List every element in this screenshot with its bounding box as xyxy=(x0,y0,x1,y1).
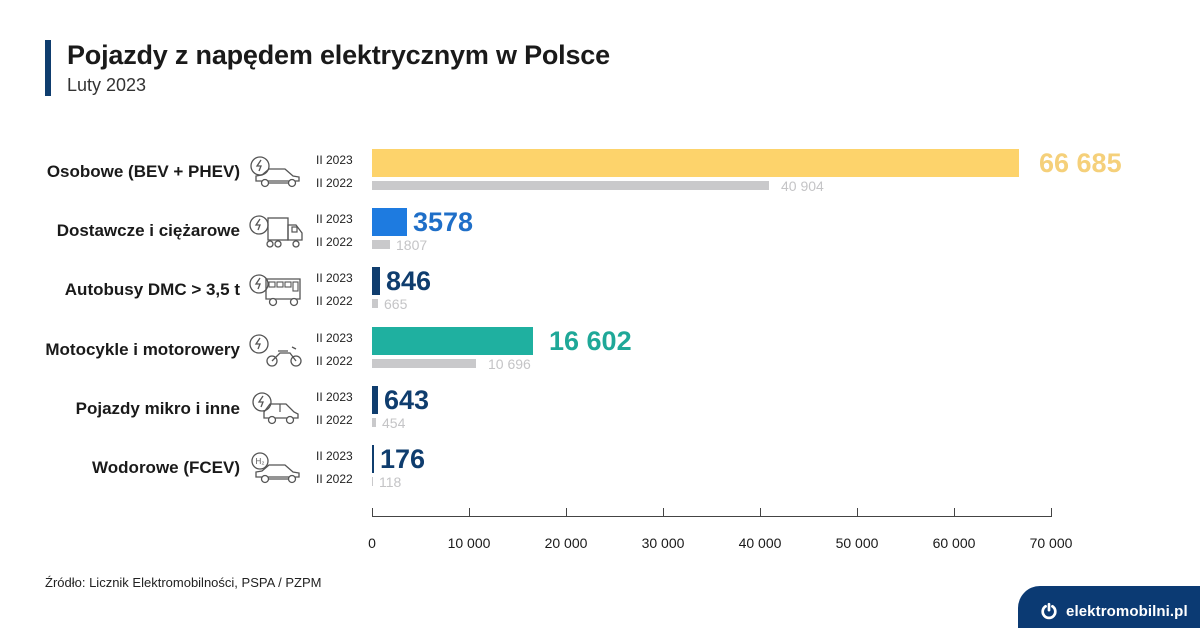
x-axis-tick-label: 60 000 xyxy=(932,535,976,551)
x-axis-tick-label: 10 000 xyxy=(447,535,491,551)
x-axis-tick xyxy=(760,508,761,517)
year-label-2022: II 2022 xyxy=(316,354,353,368)
value-label-2022: 40 904 xyxy=(781,178,824,194)
power-logo-icon xyxy=(1041,602,1057,620)
bar-2022[interactable] xyxy=(372,477,373,486)
x-axis-tick xyxy=(663,508,664,517)
year-label-2022: II 2022 xyxy=(316,413,353,427)
category-label: Dostawcze i ciężarowe xyxy=(56,221,240,240)
bar-2022[interactable] xyxy=(372,418,376,427)
bar-2023[interactable] xyxy=(372,445,374,473)
bar-2023[interactable] xyxy=(372,386,378,414)
chart-row-dostawcze-i-cie-z-arowe: Dostawcze i ciężarowe II 2023 II 2022 3578 1… xyxy=(0,206,1200,256)
x-axis-tick-label: 0 xyxy=(368,535,376,551)
value-label-2023: 3578 xyxy=(413,207,474,237)
x-axis-tick-label: 50 000 xyxy=(835,535,879,551)
year-label-2023: II 2023 xyxy=(316,212,353,226)
x-axis-tick xyxy=(566,508,567,517)
value-label-2022: 1807 xyxy=(396,237,428,253)
x-axis-tick-label: 70 000 xyxy=(1029,535,1073,551)
x-axis-tick-label: 40 000 xyxy=(738,535,782,551)
value-label-2022: 118 xyxy=(379,474,402,490)
value-label-2023: 846 xyxy=(386,266,432,296)
chart-row-motocykle-i-motorowery: Motocykle i motorowery II 2023 II 2022 16 6… xyxy=(0,325,1200,375)
bar-2022[interactable] xyxy=(372,299,378,308)
year-label-2023: II 2023 xyxy=(316,153,353,167)
chart-title: Pojazdy z napędem elektrycznym w Polsce xyxy=(67,40,610,70)
source-note: Źródło: Licznik Elektromobilności, PSPA … xyxy=(45,575,322,590)
chart-row-pojazdy-mikro-i-inne: Pojazdy mikro i inne II 2023 II 2022 643 454 xyxy=(0,384,1200,434)
year-label-2022: II 2022 xyxy=(316,235,353,249)
x-axis-tick xyxy=(469,508,470,517)
value-label-2023: 16 602 xyxy=(549,326,632,356)
value-label-2023: 643 xyxy=(384,385,430,415)
category-label: Pojazdy mikro i inne xyxy=(75,399,240,418)
electric-microcar-icon xyxy=(248,388,306,430)
value-label-2023: 176 xyxy=(380,444,426,474)
bar-2023[interactable] xyxy=(372,208,407,236)
year-label-2023: II 2023 xyxy=(316,390,353,404)
chart-row-osobowe-bev-phev: Osobowe (BEV + PHEV) II 2023 II 2022 66 685… xyxy=(0,147,1200,197)
bar-2023[interactable] xyxy=(372,327,533,355)
category-label: Osobowe (BEV + PHEV) xyxy=(46,162,240,181)
chart-row-autobusy-dmc-3-5-t: Autobusy DMC > 3,5 t II 2023 II 2022 846 665 xyxy=(0,265,1200,315)
category-label: Wodorowe (FCEV) xyxy=(92,458,240,477)
x-axis-line xyxy=(372,516,1051,517)
category-label: Motocykle i motorowery xyxy=(45,340,240,359)
value-label-2023: 66 685 xyxy=(1039,148,1122,178)
year-label-2023: II 2023 xyxy=(316,271,353,285)
chart-subtitle: Luty 2023 xyxy=(67,75,147,95)
value-label-2022: 665 xyxy=(384,296,408,312)
hydrogen-car-icon: H₂ xyxy=(248,447,306,489)
year-label-2022: II 2022 xyxy=(316,472,353,486)
year-label-2023: II 2023 xyxy=(316,449,353,463)
year-label-2022: II 2022 xyxy=(316,294,353,308)
x-axis-tick xyxy=(857,508,858,517)
bar-2022[interactable] xyxy=(372,359,476,368)
value-label-2022: 454 xyxy=(382,415,406,431)
brand-badge[interactable]: elektromobilni.pl xyxy=(1018,586,1200,628)
electric-bus-icon xyxy=(248,269,306,311)
electric-motorcycle-icon xyxy=(248,329,306,371)
chart-header: Pojazdy z napędem elektrycznym w Polsce … xyxy=(45,40,610,96)
bar-2023[interactable] xyxy=(372,267,380,295)
svg-text:H₂: H₂ xyxy=(256,457,265,466)
x-axis-tick-label: 30 000 xyxy=(641,535,685,551)
value-label-2022: 10 696 xyxy=(488,356,531,372)
electric-truck-icon xyxy=(248,210,306,252)
year-label-2022: II 2022 xyxy=(316,176,353,190)
electric-car-icon xyxy=(248,151,306,193)
x-axis-tick xyxy=(1051,508,1052,517)
x-axis-tick-label: 20 000 xyxy=(544,535,588,551)
bar-2022[interactable] xyxy=(372,181,769,190)
chart-row-wodorowe-fcev: Wodorowe (FCEV) H₂ II 2023 II 2022 176 118 xyxy=(0,443,1200,493)
bar-2022[interactable] xyxy=(372,240,390,249)
brand-name: elektromobilni.pl xyxy=(1066,602,1188,620)
year-label-2023: II 2023 xyxy=(316,331,353,345)
x-axis-tick xyxy=(954,508,955,517)
bar-2023[interactable] xyxy=(372,149,1019,177)
category-label: Autobusy DMC > 3,5 t xyxy=(64,280,240,299)
x-axis-tick xyxy=(372,508,373,517)
